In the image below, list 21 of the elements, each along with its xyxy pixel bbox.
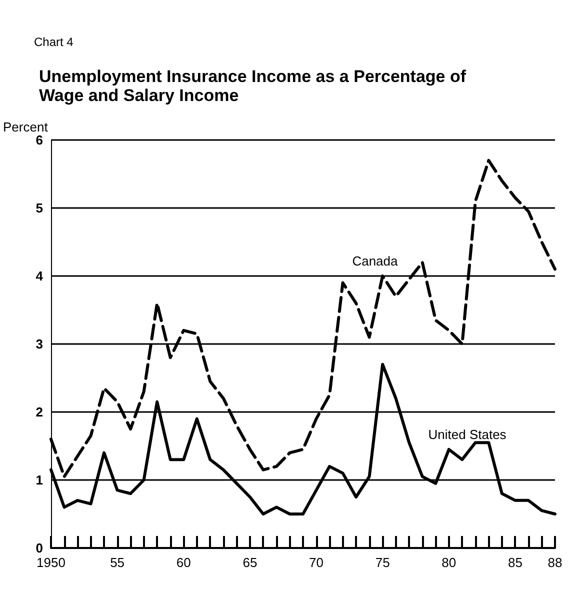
- y-tick-label: 5: [36, 200, 43, 216]
- x-tick-label: 55: [110, 555, 125, 570]
- chart-title: Unemployment Insurance Income as a Percentage of Wage and Salary Income: [39, 67, 471, 105]
- series-label: Canada: [352, 253, 399, 268]
- x-tick-label: 1950: [36, 555, 66, 570]
- x-tick-label: 80: [442, 555, 456, 570]
- x-tick-label: 60: [176, 555, 191, 570]
- x-tick-label: 70: [309, 555, 324, 570]
- y-tick-label: 3: [36, 336, 43, 352]
- y-tick-label: 4: [36, 268, 44, 284]
- y-tick-label: 2: [36, 404, 43, 420]
- y-axis-title: Percent: [3, 120, 48, 135]
- x-tick-label: 88: [548, 555, 562, 570]
- caption: Chart 4: [34, 35, 74, 49]
- series-label: United States: [428, 426, 507, 442]
- y-tick-label: 6: [36, 132, 43, 148]
- x-tick-label: 75: [375, 555, 390, 570]
- y-tick-label: 1: [36, 472, 43, 488]
- y-tick-label: 0: [36, 540, 43, 556]
- x-tick-label: 65: [242, 555, 258, 570]
- x-tick-label: 85: [508, 555, 522, 570]
